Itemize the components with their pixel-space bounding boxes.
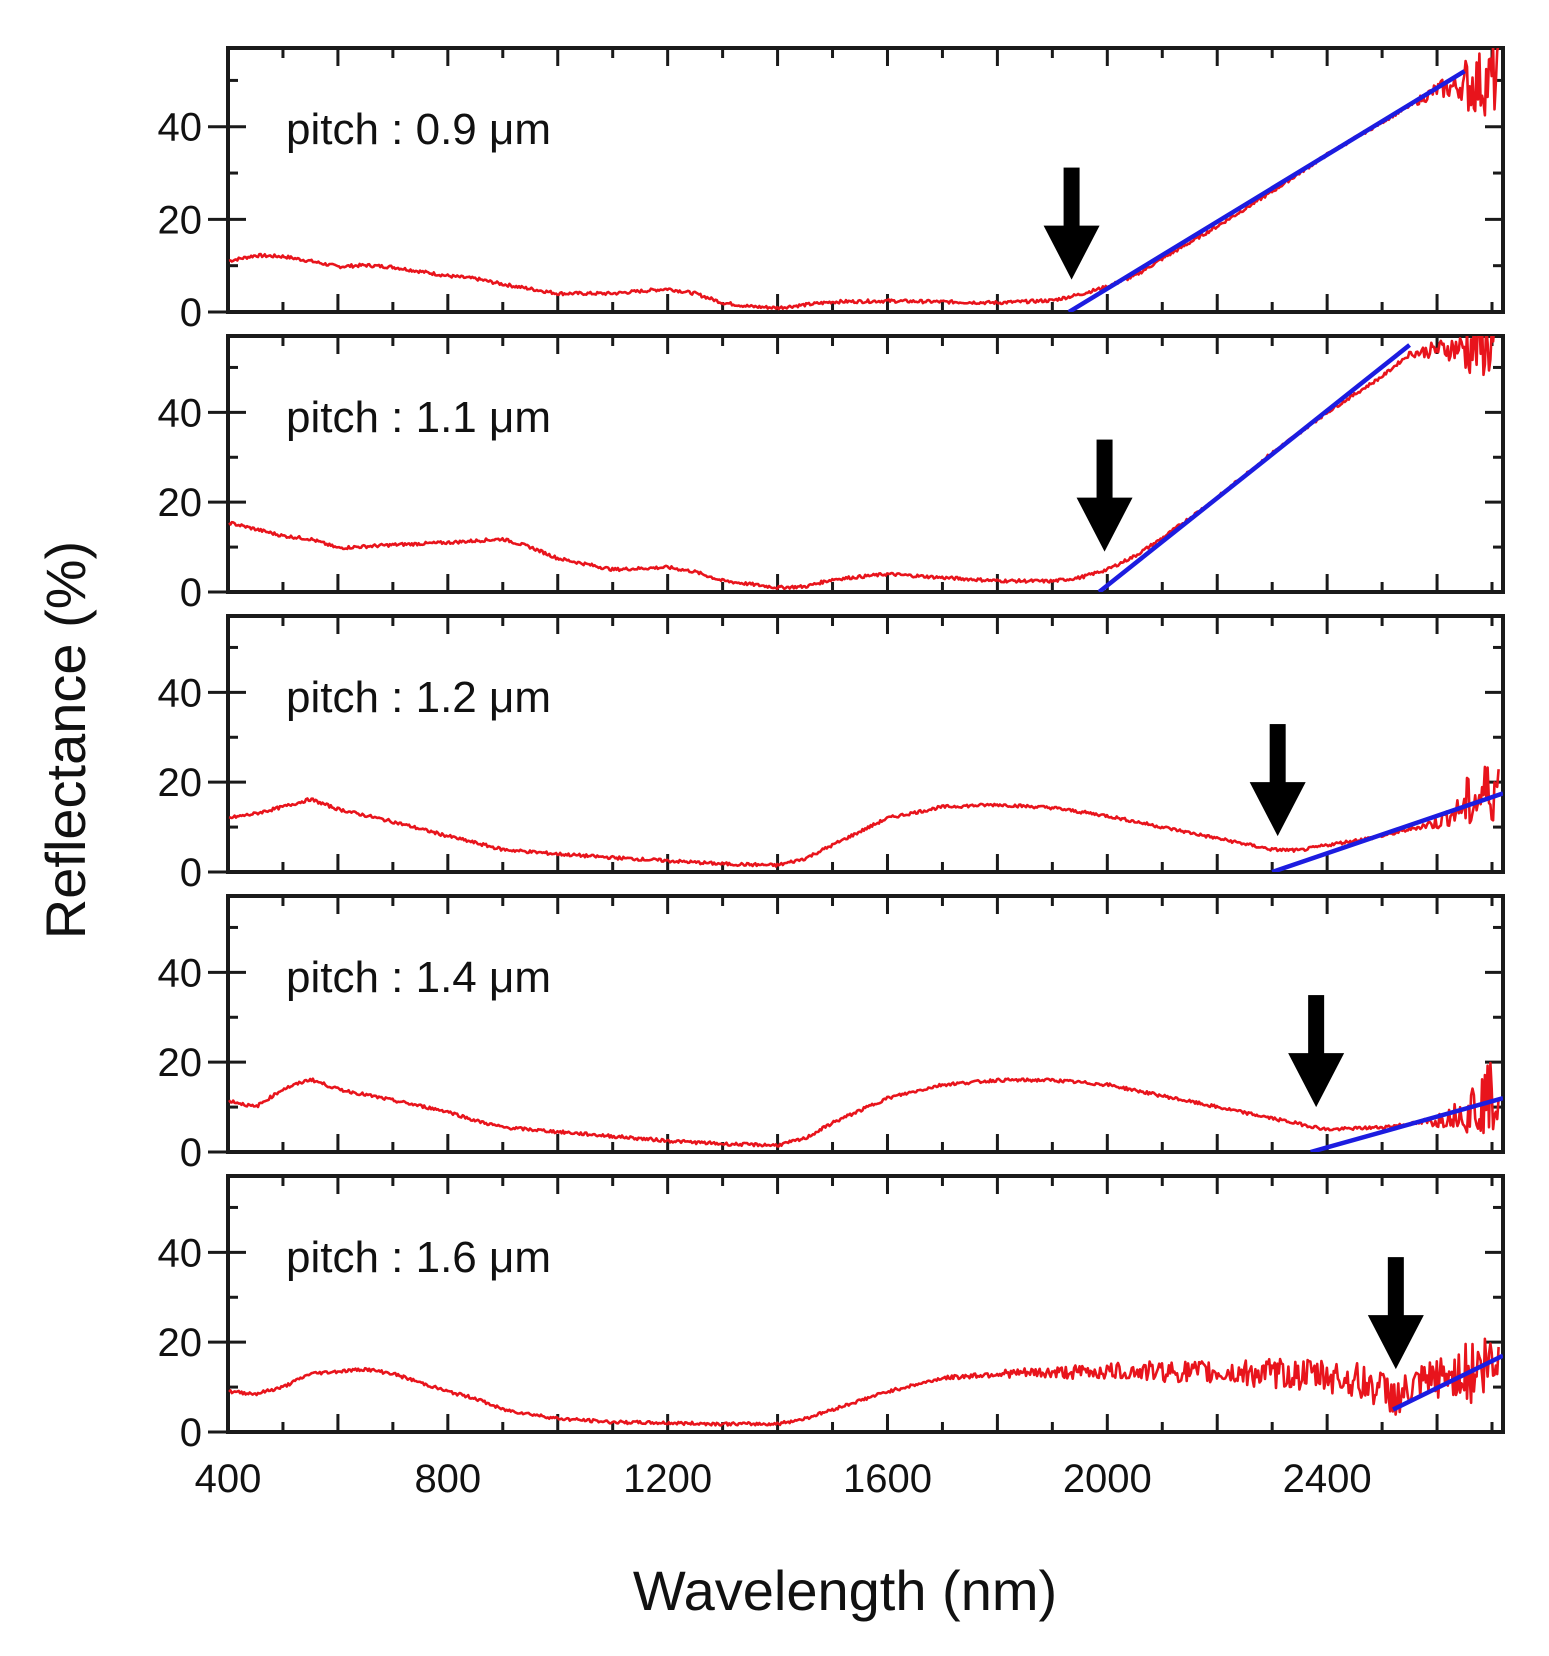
panel-frame (226, 334, 1505, 594)
x-tick-label: 1200 (623, 1457, 712, 1501)
linear-fit-line (1310, 1095, 1503, 1152)
panel-label: pitch : 1.2 μm (286, 673, 551, 722)
arrow-head (1367, 1315, 1424, 1370)
chart-panels: 0 20 40 pitch : 0.9 μm 0 20 40 pitch : 1.1 μm 0 2… (158, 46, 1505, 1455)
y-tick-label: 0 (180, 291, 202, 335)
onset-arrow-icon (1249, 724, 1306, 837)
panel-5: 0 20 40 pitch : 1.6 μm (158, 1174, 1505, 1455)
arrow-head (1076, 497, 1133, 552)
panel-frame (226, 894, 1505, 1154)
y-tick-label: 0 (180, 1131, 202, 1175)
panel-plot-area (228, 336, 1495, 592)
arrow-head (1249, 782, 1306, 837)
panel-label: pitch : 1.6 μm (286, 1233, 551, 1282)
x-tick-label: 1600 (843, 1457, 932, 1501)
arrow-shaft (1063, 167, 1080, 230)
x-tick-label: 2400 (1283, 1457, 1372, 1501)
y-tick-label: 40 (158, 391, 203, 435)
panel-frame (226, 614, 1505, 874)
panel-plot-area (228, 1337, 1503, 1427)
panel-2: 0 20 40 pitch : 1.1 μm (158, 334, 1505, 615)
y-tick-label: 20 (158, 481, 203, 525)
y-tick-label: 20 (158, 761, 203, 805)
panel-1: 0 20 40 pitch : 0.9 μm (158, 46, 1505, 335)
y-tick-label: 40 (158, 951, 203, 995)
panel-frame (226, 1174, 1505, 1434)
y-tick-label: 0 (180, 571, 202, 615)
arrow-shaft (1308, 995, 1325, 1058)
panel-3: 0 20 40 pitch : 1.2 μm (158, 614, 1505, 895)
y-tick-label: 20 (158, 1041, 203, 1085)
y-tick-label: 0 (180, 1411, 202, 1455)
y-tick-label: 40 (158, 106, 203, 150)
panel-label: pitch : 0.9 μm (286, 105, 551, 154)
panel-label: pitch : 1.4 μm (286, 953, 551, 1002)
y-tick-label: 20 (158, 1321, 203, 1365)
y-axis-title: Reflectance (%) (34, 541, 97, 939)
onset-arrow-icon (1367, 1257, 1424, 1370)
y-tick-label: 40 (158, 1231, 203, 1275)
x-tick-label: 400 (195, 1457, 262, 1501)
onset-arrow-icon (1076, 439, 1133, 552)
onset-arrow-icon (1288, 995, 1345, 1108)
x-tick-labels: 400 800 1200 1600 2000 2400 (195, 1457, 1372, 1501)
panel-plot-area (228, 765, 1503, 872)
y-tick-label: 0 (180, 851, 202, 895)
panel-plot-area (228, 1061, 1503, 1152)
panel-plot-area (228, 48, 1500, 312)
x-tick-label: 800 (414, 1457, 481, 1501)
reflectance-series-line (228, 1337, 1500, 1427)
x-tick-label: 2000 (1063, 1457, 1152, 1501)
y-tick-label: 20 (158, 198, 203, 242)
linear-fit-line (1067, 69, 1466, 312)
reflectance-series-line (228, 1061, 1500, 1148)
x-axis-title: Wavelength (nm) (633, 1559, 1057, 1622)
arrow-shaft (1269, 724, 1286, 787)
panel-4: 0 20 40 pitch : 1.4 μm (158, 894, 1505, 1175)
onset-arrow-icon (1043, 167, 1100, 280)
panel-label: pitch : 1.1 μm (286, 393, 551, 442)
linear-fit-line (1097, 343, 1411, 592)
linear-fit-line (1271, 791, 1503, 872)
reflectance-series-line (228, 765, 1500, 868)
panel-frame (226, 46, 1505, 314)
arrow-shaft (1096, 439, 1113, 502)
linear-fit-line (1392, 1353, 1503, 1412)
y-tick-label: 40 (158, 671, 203, 715)
arrow-shaft (1387, 1257, 1404, 1320)
arrow-head (1288, 1053, 1345, 1108)
arrow-head (1043, 225, 1100, 280)
